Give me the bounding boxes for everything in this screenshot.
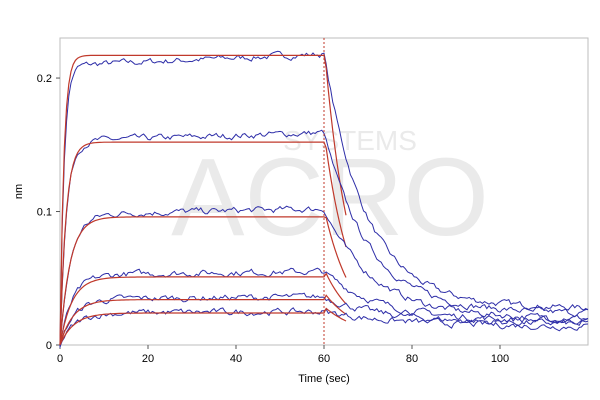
- series-group: [59, 50, 589, 348]
- watermark-subtext: SYSTEMS: [283, 125, 417, 156]
- data-series-line: [59, 50, 589, 348]
- data-series-line: [59, 205, 589, 347]
- y-axis: 0 0.1 0.2: [37, 73, 60, 352]
- fit-series-line: [59, 141, 347, 346]
- x-axis-title: Time (sec): [298, 373, 350, 385]
- x-tick-label: 0: [57, 353, 63, 365]
- y-tick-label: 0.1: [37, 207, 52, 219]
- x-axis: 0 20 40 60 80 100: [57, 345, 509, 365]
- fit-series-line: [59, 216, 347, 346]
- fit-series-line: [59, 307, 347, 346]
- watermark-text: ACRO: [171, 136, 489, 259]
- x-tick-label: 60: [318, 353, 330, 365]
- data-series-line: [59, 129, 589, 348]
- y-tick-label: 0: [46, 340, 52, 352]
- x-tick-label: 20: [142, 353, 154, 365]
- data-series-line: [59, 292, 589, 348]
- fit-series-line: [59, 294, 347, 346]
- fit-series-line: [59, 54, 347, 346]
- x-tick-label: 100: [491, 353, 509, 365]
- y-axis-title: nm: [13, 184, 25, 199]
- x-tick-label: 40: [230, 353, 242, 365]
- x-tick-label: 80: [406, 353, 418, 365]
- fit-series-line: [59, 272, 347, 346]
- y-tick-label: 0.2: [37, 73, 52, 85]
